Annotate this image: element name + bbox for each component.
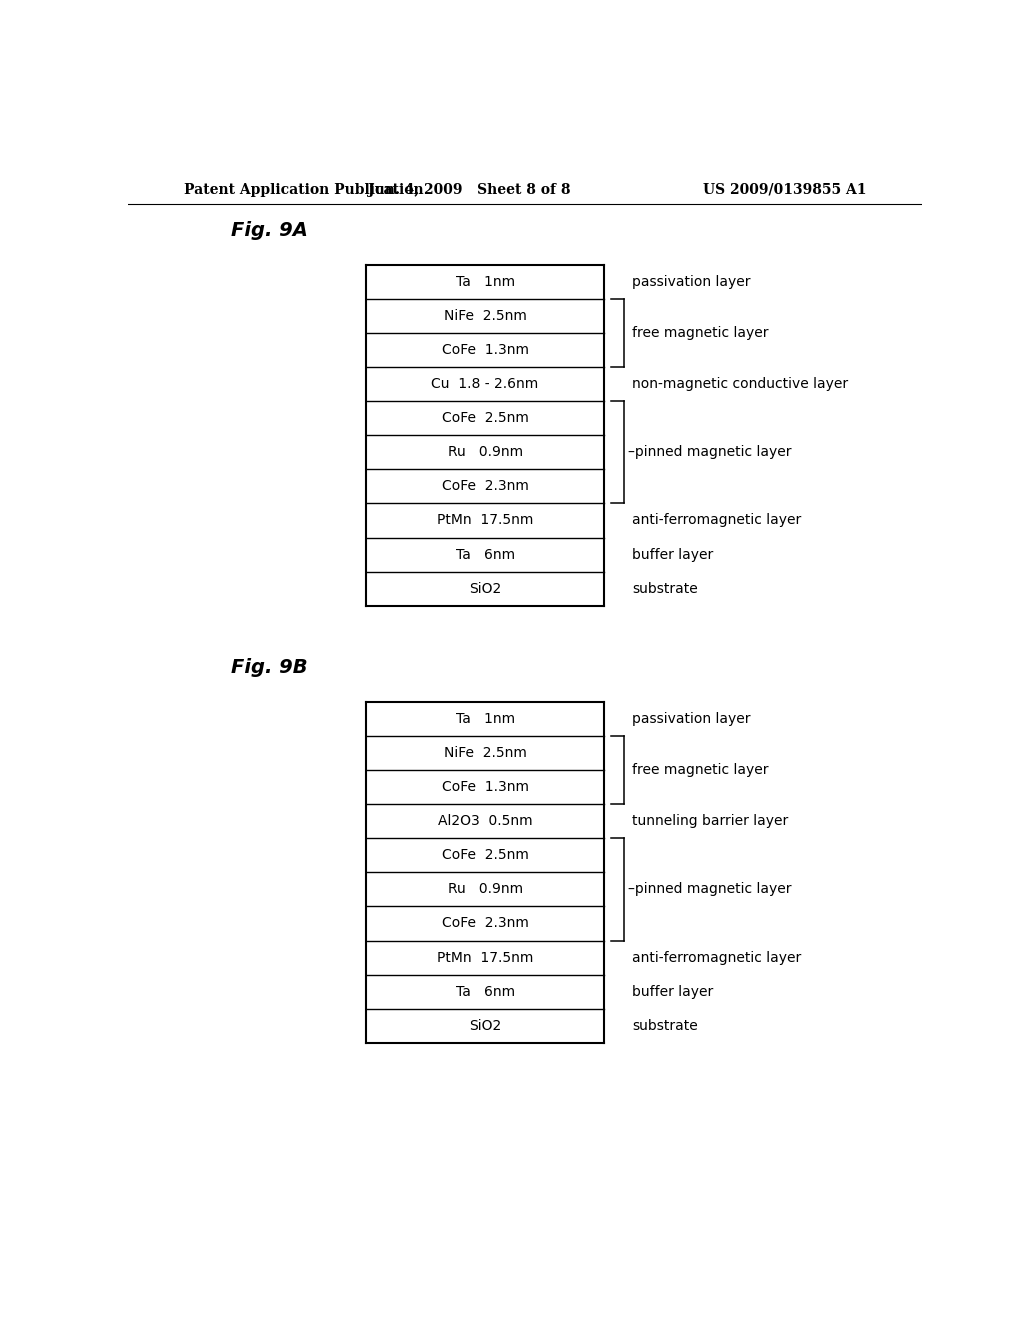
Text: Cu  1.8 - 2.6nm: Cu 1.8 - 2.6nm <box>431 378 539 391</box>
Text: NiFe  2.5nm: NiFe 2.5nm <box>443 309 526 323</box>
Text: –pinned magnetic layer: –pinned magnetic layer <box>628 883 792 896</box>
Text: substrate: substrate <box>632 1019 697 1032</box>
Text: Ru   0.9nm: Ru 0.9nm <box>447 883 522 896</box>
Text: CoFe  2.3nm: CoFe 2.3nm <box>441 916 528 931</box>
Text: buffer layer: buffer layer <box>632 548 713 561</box>
Text: PtMn  17.5nm: PtMn 17.5nm <box>437 950 534 965</box>
Text: Jun. 4, 2009   Sheet 8 of 8: Jun. 4, 2009 Sheet 8 of 8 <box>368 182 570 197</box>
Text: passivation layer: passivation layer <box>632 713 751 726</box>
Text: anti-ferromagnetic layer: anti-ferromagnetic layer <box>632 950 801 965</box>
Text: Ta   6nm: Ta 6nm <box>456 548 515 561</box>
Text: Fig. 9A: Fig. 9A <box>231 220 308 240</box>
Text: Ta   1nm: Ta 1nm <box>456 275 515 289</box>
Text: buffer layer: buffer layer <box>632 985 713 999</box>
Text: –pinned magnetic layer: –pinned magnetic layer <box>628 445 792 459</box>
Text: Ta   6nm: Ta 6nm <box>456 985 515 999</box>
Text: Patent Application Publication: Patent Application Publication <box>183 182 423 197</box>
Text: Al2O3  0.5nm: Al2O3 0.5nm <box>438 814 532 829</box>
Text: passivation layer: passivation layer <box>632 275 751 289</box>
Text: CoFe  2.5nm: CoFe 2.5nm <box>441 849 528 862</box>
Text: NiFe  2.5nm: NiFe 2.5nm <box>443 746 526 760</box>
Text: free magnetic layer: free magnetic layer <box>632 763 768 777</box>
Text: CoFe  1.3nm: CoFe 1.3nm <box>441 780 528 795</box>
Text: Fig. 9B: Fig. 9B <box>231 657 308 677</box>
Text: substrate: substrate <box>632 582 697 595</box>
Text: US 2009/0139855 A1: US 2009/0139855 A1 <box>702 182 866 197</box>
Text: CoFe  2.5nm: CoFe 2.5nm <box>441 412 528 425</box>
Text: CoFe  2.3nm: CoFe 2.3nm <box>441 479 528 494</box>
Text: non-magnetic conductive layer: non-magnetic conductive layer <box>632 378 848 391</box>
Text: Ta   1nm: Ta 1nm <box>456 713 515 726</box>
Text: SiO2: SiO2 <box>469 1019 501 1032</box>
Text: anti-ferromagnetic layer: anti-ferromagnetic layer <box>632 513 801 528</box>
Text: Ru   0.9nm: Ru 0.9nm <box>447 445 522 459</box>
Text: CoFe  1.3nm: CoFe 1.3nm <box>441 343 528 358</box>
Text: PtMn  17.5nm: PtMn 17.5nm <box>437 513 534 528</box>
Text: SiO2: SiO2 <box>469 582 501 595</box>
Text: tunneling barrier layer: tunneling barrier layer <box>632 814 788 829</box>
Text: free magnetic layer: free magnetic layer <box>632 326 768 341</box>
